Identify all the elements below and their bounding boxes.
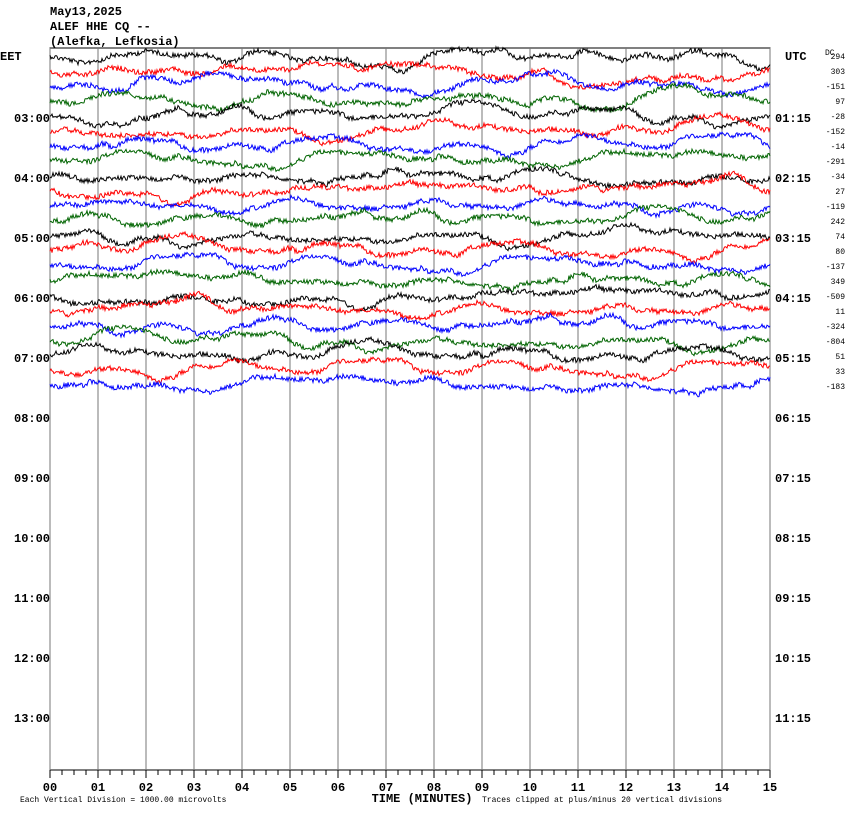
scale-note: Each Vertical Division = 1000.00 microvo… [20,796,227,805]
right-time: 07:15 [775,472,811,486]
dc-value: -119 [826,203,845,212]
dc-value: 74 [835,233,845,242]
left-time: 07:00 [14,352,50,366]
title-line: (Alefka, Lefkosia) [50,35,180,49]
dc-value: 11 [835,308,845,317]
x-tick-label: 11 [571,781,585,795]
x-tick-label: 03 [187,781,201,795]
right-time: 01:15 [775,112,811,126]
x-axis-label: TIME (MINUTES) [372,792,473,806]
dc-value: 242 [831,218,846,227]
dc-header: DC [825,49,835,58]
title-line: ALEF HHE CQ -- [50,20,151,34]
dc-value: -291 [826,158,845,167]
trace [49,372,771,398]
trace [49,131,771,159]
dc-value: -152 [826,128,845,137]
dc-value: -14 [831,143,846,152]
title-line: May13,2025 [50,5,122,19]
trace [49,324,771,357]
trace [49,45,771,75]
dc-value: 349 [831,278,846,287]
left-zone: EET [0,50,22,64]
dc-value: -151 [826,83,845,92]
dc-value: 51 [835,353,845,362]
x-tick-label: 02 [139,781,153,795]
clip-note: Traces clipped at plus/minus 20 vertical… [482,796,722,805]
trace [49,58,771,90]
right-time: 10:15 [775,652,811,666]
x-tick-label: 15 [763,781,777,795]
dc-value: -509 [826,293,845,302]
left-time: 10:00 [14,532,50,546]
trace [49,311,771,339]
trace [49,203,771,230]
right-time: 04:15 [775,292,811,306]
dc-value: -28 [831,113,846,122]
dc-value: -34 [831,173,846,182]
trace [49,335,771,365]
trace [49,81,771,114]
left-time: 03:00 [14,112,50,126]
trace [49,290,771,322]
right-time: 08:15 [775,532,811,546]
right-time: 02:15 [775,172,811,186]
dc-value: 27 [835,188,845,197]
trace [49,98,771,131]
x-tick-label: 14 [715,781,729,795]
right-time: 03:15 [775,232,811,246]
trace [49,230,771,264]
x-tick-label: 09 [475,781,489,795]
left-time: 05:00 [14,232,50,246]
dc-value: 294 [831,53,846,62]
x-tick-label: 13 [667,781,681,795]
trace [49,68,771,99]
trace [49,356,771,384]
left-time: 06:00 [14,292,50,306]
x-tick-label: 05 [283,781,297,795]
dc-value: -324 [826,323,845,332]
left-time: 08:00 [14,412,50,426]
left-time: 12:00 [14,652,50,666]
right-time: 06:15 [775,412,811,426]
trace [49,283,771,313]
dc-value: -183 [826,383,845,392]
trace [49,165,771,190]
trace [49,147,771,173]
dc-value: 33 [835,368,845,377]
trace [49,251,771,278]
x-tick-label: 10 [523,781,537,795]
trace [49,267,771,293]
x-tick-label: 04 [235,781,249,795]
dc-value: 303 [831,68,846,77]
dc-value: 80 [835,248,845,257]
left-time: 13:00 [14,712,50,726]
dc-value: -804 [826,338,845,347]
trace [49,194,771,219]
dc-value: 97 [835,98,845,107]
right-time: 05:15 [775,352,811,366]
left-time: 11:00 [14,592,50,606]
dc-value: -137 [826,263,845,272]
x-tick-label: 07 [379,781,393,795]
x-tick-label: 00 [43,781,57,795]
left-time: 04:00 [14,172,50,186]
x-tick-label: 01 [91,781,105,795]
trace [49,110,771,147]
x-tick-label: 12 [619,781,633,795]
right-time: 11:15 [775,712,811,726]
trace [49,221,771,252]
right-time: 09:15 [775,592,811,606]
left-time: 09:00 [14,472,50,486]
x-tick-label: 06 [331,781,345,795]
x-tick-label: 08 [427,781,441,795]
right-zone: UTC [785,50,807,64]
